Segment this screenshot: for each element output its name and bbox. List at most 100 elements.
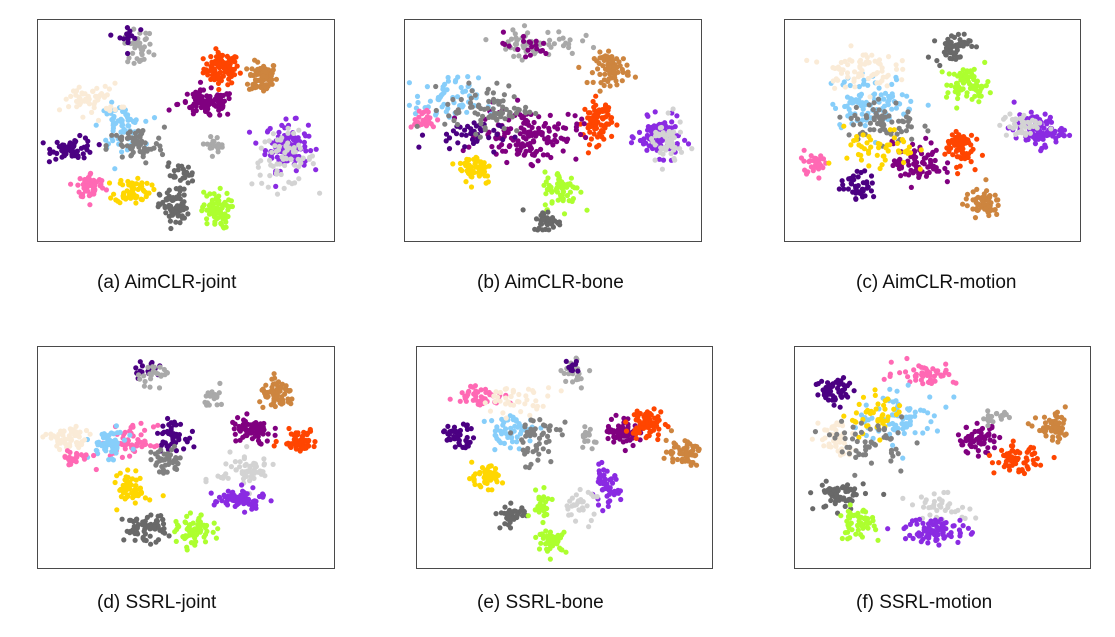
scatter-point [580,38,586,44]
scatter-point [507,525,514,531]
scatter-point [170,460,176,466]
scatter-point [894,140,901,146]
scatter-point [978,93,984,99]
scatter-point [978,441,984,447]
scatter-point [976,99,982,105]
scatter-point [126,31,132,37]
scatter-point [227,449,233,455]
scatter-point [268,498,274,504]
scatter-point [952,509,958,515]
scatter-point [951,394,957,400]
scatter-point [808,490,814,496]
scatter-point [555,126,561,132]
scatter-point [851,99,857,105]
scatter-point [132,537,138,543]
scatter-point [589,70,595,76]
scatter-point [889,119,895,125]
scatter-point [923,173,930,179]
scatter-point [271,371,277,377]
scatter-point [569,50,575,56]
scatter-point [141,537,147,543]
scatter-point [538,503,545,509]
scatter-point [598,122,604,128]
scatter-point [184,547,190,553]
scatter-point [608,115,615,121]
scatter-point [137,58,143,64]
scatter-point [556,219,562,225]
scatter-point [197,79,204,85]
scatter-point [869,180,875,186]
scatter-point [279,135,285,141]
scatter-point [147,443,154,449]
scatter-point [288,156,294,162]
scatter-point [533,110,539,117]
scatter-point [541,123,547,129]
scatter-point [142,438,148,444]
scatter-point [858,429,865,435]
scatter-plot [808,355,1069,548]
scatter-point [653,129,659,135]
scatter-point [853,410,859,416]
scatter-point [888,359,894,365]
scatter-point [277,161,283,167]
scatter-point [156,135,162,141]
scatter-point [548,459,554,465]
scatter-point [443,109,449,115]
scatter-point [1010,438,1016,444]
scatter-point [607,83,613,89]
scatter-point [135,175,141,181]
scatter-point [590,79,596,85]
scatter-point [905,382,911,388]
scatter-point [862,509,869,515]
scatter-point [528,461,534,467]
scatter-point [896,403,903,409]
scatter-point [880,420,886,426]
scatter-point [133,516,139,522]
scatter-point [168,427,174,433]
scatter-point [928,140,934,146]
scatter-point [860,81,867,87]
scatter-point [119,104,125,110]
scatter-point [146,49,152,55]
scatter-point [825,397,832,403]
scatter-point [169,206,175,212]
scatter-point [908,98,914,104]
scatter-point [84,147,90,153]
scatter-point [996,460,1002,466]
scatter-point [605,435,611,442]
scatter-point [237,70,243,76]
scatter-point [492,399,498,405]
scatter-point [497,99,503,105]
scatter-point [893,66,900,72]
scatter-point [901,159,907,166]
scatter-point [659,166,665,172]
scatter-point [900,66,906,72]
scatter-point [507,430,514,436]
scatter-point [180,175,186,181]
scatter-point [56,107,63,113]
scatter-point [68,93,74,99]
scatter-point [445,423,451,429]
scatter-point [1038,148,1044,154]
scatter-point [606,491,612,497]
scatter-point [609,133,615,139]
scatter-point [84,143,90,149]
scatter-point [129,145,135,151]
scatter-point [972,444,978,450]
scatter-point [522,451,528,457]
scatter-point [934,168,940,174]
scatter-point [544,433,551,439]
scatter-point [588,136,594,142]
scatter-point [538,129,544,136]
scatter-point [215,92,221,98]
scatter-point [868,144,874,150]
scatter-point [875,423,881,429]
scatter-point [845,74,851,80]
scatter-point [882,90,889,96]
scatter-point [300,155,306,161]
scatter-point [983,177,989,183]
scatter-point [272,432,278,438]
scatter-point [840,182,846,188]
scatter-point [875,140,881,147]
scatter-point [463,163,469,169]
